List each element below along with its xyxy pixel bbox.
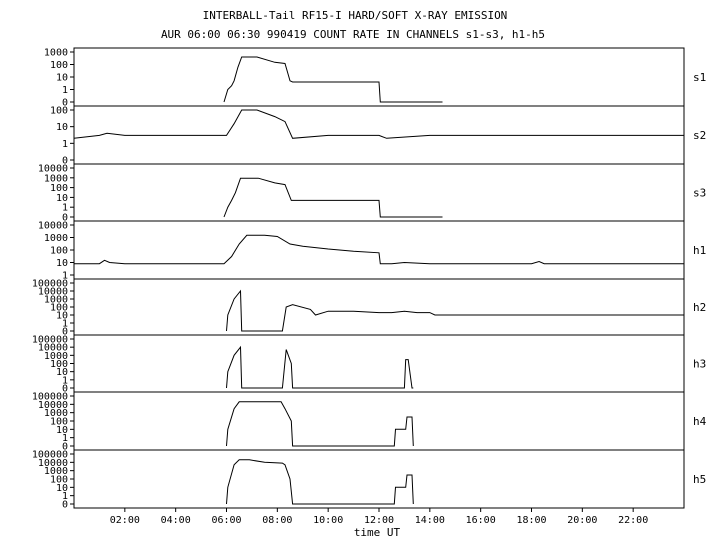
y-tick-label-h5-1: 10000 bbox=[38, 458, 68, 469]
x-tick-label-4: 10:00 bbox=[313, 515, 343, 526]
series-line-h4-0 bbox=[226, 401, 414, 447]
series-line-h3-0 bbox=[226, 345, 414, 389]
series-line-s2-0 bbox=[73, 109, 684, 139]
x-tick-label-1: 04:00 bbox=[161, 515, 191, 526]
y-tick-label-h5-4: 10 bbox=[56, 483, 68, 494]
x-tick-label-5: 12:00 bbox=[364, 515, 394, 526]
panel-frame-h3 bbox=[73, 334, 685, 393]
y-tick-label-s1-4: 0 bbox=[62, 98, 68, 109]
y-tick-label-s3-5: 0 bbox=[62, 213, 68, 224]
channel-label-h4: h4 bbox=[693, 415, 707, 428]
y-tick-label-h2-1: 10000 bbox=[38, 287, 68, 298]
channel-label-s2: s2 bbox=[693, 129, 706, 142]
y-tick-label-h4-6: 0 bbox=[62, 442, 68, 453]
channel-label-h1: h1 bbox=[693, 244, 706, 257]
series-line-s1-0 bbox=[223, 56, 443, 103]
y-tick-label-h1-2: 100 bbox=[50, 246, 68, 257]
y-tick-label-h5-2: 1000 bbox=[44, 466, 68, 477]
y-tick-label-s3-4: 1 bbox=[62, 203, 68, 214]
x-tick-label-0: 02:00 bbox=[110, 515, 140, 526]
y-tick-label-h3-0: 100000 bbox=[32, 335, 68, 346]
y-tick-label-s3-0: 10000 bbox=[38, 164, 68, 175]
y-tick-label-h2-4: 10 bbox=[56, 311, 68, 322]
y-tick-label-s1-2: 10 bbox=[56, 73, 68, 84]
panels-group: 10001001010s11001010s21000010001001010s3… bbox=[32, 47, 707, 526]
x-tick-label-3: 08:00 bbox=[262, 515, 292, 526]
y-tick-label-h1-3: 10 bbox=[56, 258, 68, 269]
y-tick-label-h3-6: 0 bbox=[62, 384, 68, 395]
y-tick-label-s3-3: 10 bbox=[56, 193, 68, 204]
series-line-h1-0 bbox=[74, 234, 684, 265]
y-tick-label-h5-0: 100000 bbox=[32, 450, 68, 461]
y-tick-label-h4-3: 100 bbox=[50, 417, 68, 428]
panel-frame-h5 bbox=[73, 449, 685, 509]
panel-frame-h4 bbox=[73, 391, 685, 451]
channel-label-s3: s3 bbox=[693, 187, 706, 200]
y-tick-label-h3-3: 100 bbox=[50, 359, 68, 370]
y-tick-label-s3-1: 1000 bbox=[44, 173, 68, 184]
x-tick-label-7: 16:00 bbox=[466, 515, 496, 526]
y-tick-label-s2-1: 10 bbox=[56, 122, 68, 133]
y-tick-label-s3-2: 100 bbox=[50, 183, 68, 194]
x-tick-label-9: 20:00 bbox=[567, 515, 597, 526]
y-tick-label-h2-2: 1000 bbox=[44, 295, 68, 306]
y-tick-label-s1-0: 1000 bbox=[44, 48, 68, 59]
y-tick-label-h4-0: 100000 bbox=[32, 392, 68, 403]
y-tick-label-s2-2: 1 bbox=[62, 139, 68, 150]
y-tick-label-h3-2: 1000 bbox=[44, 351, 68, 362]
y-tick-label-h3-1: 10000 bbox=[38, 343, 68, 354]
x-tick-label-8: 18:00 bbox=[516, 515, 546, 526]
y-tick-label-h3-4: 10 bbox=[56, 367, 68, 378]
x-axis-label: time UT bbox=[354, 526, 401, 539]
panel-frame-s1 bbox=[73, 47, 685, 107]
y-tick-label-h1-1: 1000 bbox=[44, 233, 68, 244]
series-line-h2-0 bbox=[226, 289, 684, 332]
y-tick-label-h5-5: 1 bbox=[62, 491, 68, 502]
panel-frame-h2 bbox=[73, 278, 685, 336]
panel-frame-s3 bbox=[73, 163, 685, 222]
channel-label-h5: h5 bbox=[693, 473, 706, 486]
chart-subtitle: AUR 06:00 06:30 990419 COUNT RATE IN CHA… bbox=[161, 28, 545, 41]
channel-label-h2: h2 bbox=[693, 301, 706, 314]
channel-label-h3: h3 bbox=[693, 358, 706, 371]
channel-label-s1: s1 bbox=[693, 71, 706, 84]
y-tick-label-h3-5: 1 bbox=[62, 375, 68, 386]
chart-title: INTERBALL-Tail RF15-I HARD/SOFT X-RAY EM… bbox=[203, 9, 508, 22]
series-line-h5-0 bbox=[226, 459, 414, 505]
x-tick-label-10: 22:00 bbox=[618, 515, 648, 526]
y-tick-label-h5-3: 100 bbox=[50, 475, 68, 486]
y-tick-label-s2-3: 0 bbox=[62, 156, 68, 167]
y-tick-label-h5-6: 0 bbox=[62, 500, 68, 511]
y-tick-label-s1-1: 100 bbox=[50, 60, 68, 71]
y-tick-label-h2-3: 100 bbox=[50, 303, 68, 314]
y-tick-label-h2-0: 100000 bbox=[32, 279, 68, 290]
y-tick-label-h2-5: 1 bbox=[62, 319, 68, 330]
y-tick-label-h1-4: 1 bbox=[62, 271, 68, 282]
x-tick-label-6: 14:00 bbox=[415, 515, 445, 526]
y-tick-label-h4-1: 10000 bbox=[38, 400, 68, 411]
y-tick-label-h2-6: 0 bbox=[62, 327, 68, 338]
y-tick-label-h1-0: 10000 bbox=[38, 221, 68, 232]
series-line-s3-0 bbox=[223, 177, 443, 218]
panel-frame-h1 bbox=[73, 220, 685, 280]
x-tick-label-2: 06:00 bbox=[211, 515, 241, 526]
y-tick-label-h4-5: 1 bbox=[62, 433, 68, 444]
y-tick-label-s1-3: 1 bbox=[62, 85, 68, 96]
y-tick-label-s2-0: 100 bbox=[50, 106, 68, 117]
y-tick-label-h4-2: 1000 bbox=[44, 408, 68, 419]
y-tick-label-h4-4: 10 bbox=[56, 425, 68, 436]
